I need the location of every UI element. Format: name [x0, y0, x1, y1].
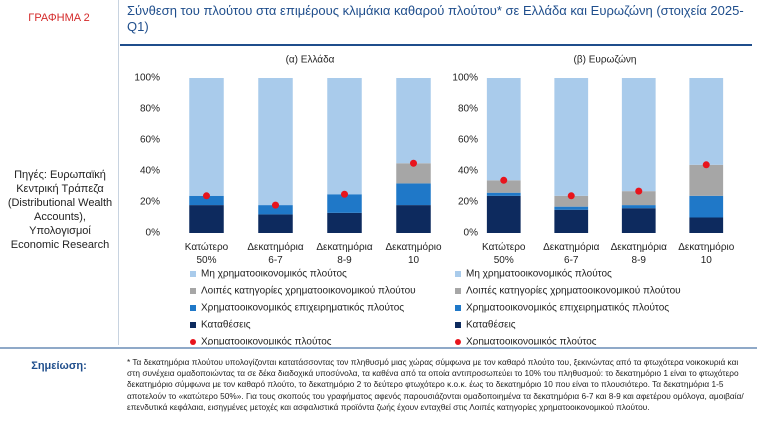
legend-swatch	[190, 288, 196, 294]
legend-label: Χρηματοοικονομικός επιχειρηματικός πλούτ…	[201, 302, 404, 314]
x-tick-label: Κατώτερο 50%	[185, 241, 229, 266]
x-tick-label: Δεκατημόρια 8-9	[611, 241, 668, 266]
y-tick-label: 40%	[458, 166, 478, 177]
y-tick-label: 0%	[464, 228, 479, 239]
header-rule	[120, 44, 752, 46]
marker	[341, 190, 348, 198]
bar-segment	[554, 78, 589, 196]
bar-segment	[258, 78, 293, 206]
legend-swatch	[190, 339, 196, 345]
marker	[410, 159, 417, 167]
legend-label: Λοιπές κατηγορίες χρηματοοικονομικού πλο…	[201, 285, 416, 297]
legend-swatch	[455, 271, 461, 277]
bar-segment	[327, 194, 362, 213]
legend-swatch	[455, 339, 461, 345]
bar-segment	[554, 195, 589, 207]
legend-swatch	[455, 288, 461, 294]
x-tick-label: Δεκατημόρια 6-7	[543, 241, 600, 266]
x-tick-label: Δεκατημόριο 10	[678, 241, 735, 266]
bar-segment	[327, 78, 362, 195]
bar-segment	[689, 217, 724, 233]
legend-label: Καταθέσεις	[466, 319, 516, 331]
marker	[635, 187, 643, 195]
sources: Πηγές: Ευρωπαϊκή Κεντρική Τράπεζα (Distr…	[7, 169, 113, 251]
figure-title: Σύνθεση του πλούτου στα επιμέρους κλιμάκ…	[127, 3, 744, 34]
y-tick-label: 100%	[134, 73, 160, 84]
bar-segment	[189, 195, 224, 206]
legend-label: Καταθέσεις	[201, 319, 251, 331]
legend-label: Χρηματοοικονομικός επιχειρηματικός πλούτ…	[466, 302, 669, 314]
chart-title: (α) Ελλάδα	[286, 54, 335, 66]
bar-segment	[621, 191, 656, 206]
bar-segment	[396, 78, 431, 164]
y-tick-label: 100%	[452, 73, 478, 84]
y-tick-label: 60%	[458, 135, 478, 146]
legend-swatch	[190, 271, 196, 277]
y-tick-label: 20%	[458, 197, 478, 208]
bar-segment	[486, 180, 521, 193]
y-tick-label: 0%	[146, 228, 161, 239]
bar-segment	[189, 205, 224, 233]
chart-title: (β) Ευρωζώνη	[574, 54, 637, 66]
marker	[272, 201, 279, 209]
bar-segment	[621, 208, 656, 233]
legend-label: Μη χρηματοοικονομικός πλούτος	[201, 268, 347, 280]
legend-label: Χρηματοοικονομικός πλούτος	[466, 336, 597, 345]
bar-segment	[486, 195, 521, 233]
x-tick-label: Δεκατημόρια 8-9	[316, 241, 373, 266]
bar-segment	[621, 78, 656, 192]
bar-segment	[689, 195, 724, 218]
bar-segment	[486, 192, 521, 196]
divider	[118, 0, 119, 345]
x-tick-label: Κατώτερο 50%	[482, 241, 526, 266]
marker	[500, 176, 508, 184]
bar-segment	[396, 205, 431, 233]
bar-segment	[189, 78, 224, 196]
legend-label: Λοιπές κατηγορίες χρηματοοικονομικού πλο…	[466, 285, 681, 297]
note-text: * Τα δεκατημόρια πλούτου υπολογίζονται κ…	[127, 357, 744, 412]
bar-segment	[396, 183, 431, 206]
marker	[702, 161, 710, 169]
x-tick-label: Δεκατημόριο 10	[385, 241, 442, 266]
legend-label: Χρηματοοικονομικός πλούτος	[201, 336, 332, 345]
bar-segment	[258, 214, 293, 233]
marker	[203, 192, 210, 200]
bar-segment	[258, 205, 293, 215]
bar-segment	[327, 212, 362, 233]
marker	[567, 192, 575, 200]
separator	[0, 347, 757, 349]
note-label: Σημείωση:	[31, 360, 87, 372]
bar-segment	[621, 205, 656, 209]
bar-segment	[689, 78, 724, 165]
legend-label: Μη χρηματοοικονομικός πλούτος	[466, 268, 612, 280]
y-tick-label: 20%	[140, 197, 160, 208]
bar-segment	[486, 78, 521, 181]
legend-swatch	[190, 322, 196, 328]
y-tick-label: 40%	[140, 166, 160, 177]
y-tick-label: 80%	[140, 104, 160, 115]
bar-segment	[554, 209, 589, 233]
bar-segment	[689, 164, 724, 196]
charts: (α) Ελλάδα 0% 20% 40% 60% 80% 100% Κατώτερο 50% Δ…	[134, 54, 735, 345]
legend-swatch	[190, 305, 196, 311]
figure-label: ΓΡΑΦΗΜΑ 2	[28, 12, 90, 24]
legend-swatch	[455, 305, 461, 311]
y-tick-label: 60%	[140, 135, 160, 146]
legend-swatch	[455, 322, 461, 328]
bar-segment	[554, 206, 589, 210]
y-tick-label: 80%	[458, 104, 478, 115]
x-tick-label: Δεκατημόρια 6-7	[247, 241, 304, 266]
bar-segment	[396, 163, 431, 184]
